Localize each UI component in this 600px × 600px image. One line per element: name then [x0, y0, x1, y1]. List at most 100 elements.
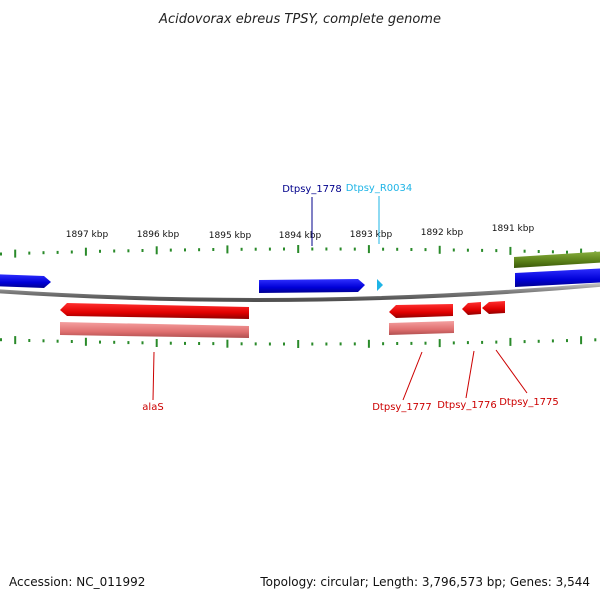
map-title: Acidovorax ebreus TPSY, complete genome [158, 12, 441, 27]
minor-tick [283, 247, 285, 251]
minor-tick [113, 340, 116, 344]
minor-tick [240, 247, 243, 251]
scale-label: 1891 kbp [492, 224, 535, 234]
tick-row-bottom [0, 336, 597, 348]
minor-tick [481, 248, 484, 252]
forward-gene-arrow[interactable] [0, 274, 51, 288]
minor-tick [396, 342, 399, 345]
minor-tick [169, 341, 172, 345]
minor-tick [339, 342, 342, 346]
minor-tick [537, 339, 540, 343]
minor-tick [551, 250, 554, 254]
minor-tick [382, 247, 385, 251]
minor-tick [311, 247, 314, 251]
major-tick [14, 249, 17, 258]
forward-gene-arrow[interactable] [259, 279, 365, 293]
minor-tick [424, 248, 427, 252]
minor-tick [198, 248, 201, 252]
minor-tick [254, 247, 257, 251]
minor-tick [537, 250, 540, 253]
minor-tick [141, 341, 144, 345]
scale-label: 1897 kbp [66, 230, 109, 240]
minor-tick [268, 342, 271, 346]
minor-tick [184, 341, 186, 345]
minor-tick [70, 340, 73, 343]
minor-tick [410, 341, 413, 345]
major-tick [438, 245, 441, 254]
major-tick [367, 339, 370, 348]
major-tick [84, 247, 87, 256]
minor-tick [0, 252, 2, 256]
minor-tick [353, 342, 356, 346]
minor-tick [466, 341, 469, 345]
minor-tick [141, 249, 144, 252]
minor-tick [212, 342, 215, 346]
minor-tick [28, 251, 31, 255]
bottom-gene-labels: alaS Dtpsy_1777 Dtpsy_1776 Dtpsy_1775 [142, 349, 559, 413]
major-tick [509, 337, 512, 346]
minor-tick [523, 340, 526, 344]
minor-tick [113, 249, 116, 253]
scale-label: 1893 kbp [350, 230, 393, 240]
reverse-gene-arrow[interactable] [482, 301, 505, 314]
minor-tick [127, 249, 130, 253]
scale-label: 1895 kbp [209, 231, 252, 241]
scale-label: 1896 kbp [137, 230, 180, 240]
gene-label-dtpsy-1777[interactable]: Dtpsy_1777 [372, 402, 432, 413]
minor-tick [42, 251, 45, 255]
minor-tick [594, 338, 597, 342]
major-tick [509, 246, 512, 255]
genome-backbone [0, 282, 600, 302]
minor-tick [212, 248, 215, 251]
minor-tick [70, 250, 73, 254]
minor-tick [566, 339, 568, 343]
minor-tick [353, 247, 356, 251]
minor-tick [466, 248, 469, 252]
minor-tick [311, 342, 314, 346]
minor-tick [254, 342, 257, 346]
minor-tick [56, 250, 59, 254]
trna-arrow[interactable] [377, 279, 383, 291]
reverse-gene-band[interactable] [60, 322, 249, 338]
minor-tick [396, 247, 399, 251]
gene-label-dtpsy-1778[interactable]: Dtpsy_1778 [282, 184, 342, 195]
leader-line [495, 349, 528, 394]
minor-tick [452, 248, 455, 252]
minor-tick [424, 341, 427, 345]
major-tick [580, 248, 583, 257]
forward-strand-features [0, 251, 600, 293]
minor-tick [495, 340, 498, 344]
reverse-gene-band[interactable] [389, 321, 454, 335]
gene-label-dtpsy-1776[interactable]: Dtpsy_1776 [437, 400, 497, 411]
forward-gene-arrow[interactable] [515, 268, 600, 287]
minor-tick [339, 247, 342, 251]
minor-tick [452, 341, 455, 345]
genome-summary-text: Topology: circular; Length: 3,796,573 bp… [259, 575, 590, 589]
minor-tick [551, 339, 554, 343]
leader-line [465, 350, 475, 399]
minor-tick [184, 248, 186, 252]
major-tick [297, 340, 300, 348]
reverse-gene-arrow[interactable] [60, 303, 249, 319]
minor-tick [283, 342, 285, 346]
minor-tick [198, 342, 201, 345]
major-tick [580, 336, 583, 345]
minor-tick [169, 248, 172, 252]
minor-tick [127, 341, 130, 345]
major-tick [438, 339, 441, 348]
major-tick [226, 245, 229, 254]
scale-labels: 1897 kbp 1896 kbp 1895 kbp 1894 kbp 1893… [66, 224, 535, 241]
minor-tick [382, 342, 385, 346]
major-tick [226, 339, 229, 348]
reverse-gene-arrow[interactable] [389, 304, 453, 318]
gene-label-dtpsy-1775[interactable]: Dtpsy_1775 [499, 397, 559, 408]
reverse-gene-arrow[interactable] [462, 302, 481, 315]
minor-tick [410, 248, 413, 251]
gene-label-dtpsy-r0034[interactable]: Dtpsy_R0034 [346, 183, 413, 194]
gene-label-alas[interactable]: alaS [142, 402, 163, 413]
tick-row-top [0, 245, 597, 258]
reverse-strand-features [60, 301, 505, 338]
major-tick [367, 245, 370, 254]
minor-tick [523, 249, 526, 253]
olive-feature-bar[interactable] [514, 251, 600, 268]
